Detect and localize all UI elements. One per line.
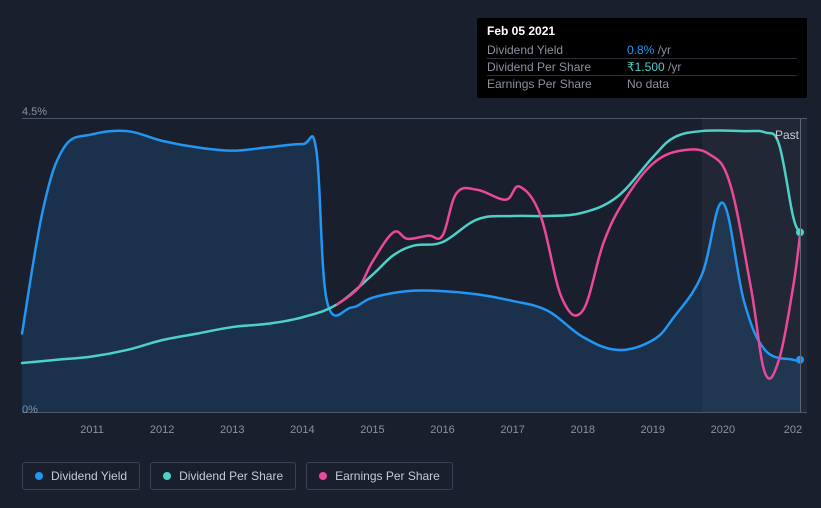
cursor-line: [800, 118, 801, 412]
y-axis-max-label: 4.5%: [22, 106, 47, 118]
tooltip-row-label: Dividend Yield: [487, 43, 627, 57]
tooltip-row-value: 0.8% /yr: [627, 43, 671, 57]
legend-dot-icon: [163, 472, 171, 480]
x-axis-tick-label: 2011: [80, 424, 104, 436]
legend-item-label: Earnings Per Share: [335, 469, 440, 483]
tooltip-row: Dividend Per Share₹1.500 /yr: [487, 58, 797, 75]
x-axis-tick-label: 2016: [430, 424, 454, 436]
x-axis-tick-label: 2018: [570, 424, 594, 436]
x-axis-tick-label: 2013: [220, 424, 244, 436]
x-axis-tick-label: 2014: [290, 424, 314, 436]
past-label: Past: [775, 128, 799, 142]
legend-dot-icon: [319, 472, 327, 480]
legend: Dividend Yield Dividend Per Share Earnings…: [22, 462, 453, 490]
legend-item[interactable]: Dividend Per Share: [150, 462, 296, 490]
legend-item[interactable]: Dividend Yield: [22, 462, 140, 490]
legend-item[interactable]: Earnings Per Share: [306, 462, 453, 490]
x-axis-tick-label: 2015: [360, 424, 384, 436]
tooltip-row: Dividend Yield0.8% /yr: [487, 42, 797, 58]
tooltip-row: Earnings Per ShareNo data: [487, 75, 797, 92]
gridline-bottom: [22, 412, 807, 413]
x-axis-tick-label: 2012: [150, 424, 174, 436]
x-axis-tick-label: 2017: [500, 424, 524, 436]
legend-item-label: Dividend Per Share: [179, 469, 283, 483]
tooltip-row-label: Dividend Per Share: [487, 60, 627, 74]
x-axis-tick-label: 202: [784, 424, 802, 436]
legend-item-label: Dividend Yield: [51, 469, 127, 483]
tooltip-row-value: ₹1.500 /yr: [627, 60, 681, 74]
chart-plot-area[interactable]: [22, 118, 807, 412]
x-axis-tick-label: 2020: [711, 424, 735, 436]
tooltip-row-label: Earnings Per Share: [487, 77, 627, 91]
legend-dot-icon: [35, 472, 43, 480]
tooltip-row-value: No data: [627, 77, 669, 91]
tooltip: Feb 05 2021 Dividend Yield0.8% /yrDivide…: [477, 18, 807, 98]
x-axis: 2011 2012 2013 2014 2015 2016 2017 2018 2019 2020…: [22, 424, 807, 444]
x-axis-tick-label: 2019: [641, 424, 665, 436]
dividend-yield-area: [22, 131, 800, 412]
tooltip-date: Feb 05 2021: [487, 24, 797, 38]
dividend-chart: 4.5% 0% Past 201120122013201420152016201…: [0, 0, 821, 508]
